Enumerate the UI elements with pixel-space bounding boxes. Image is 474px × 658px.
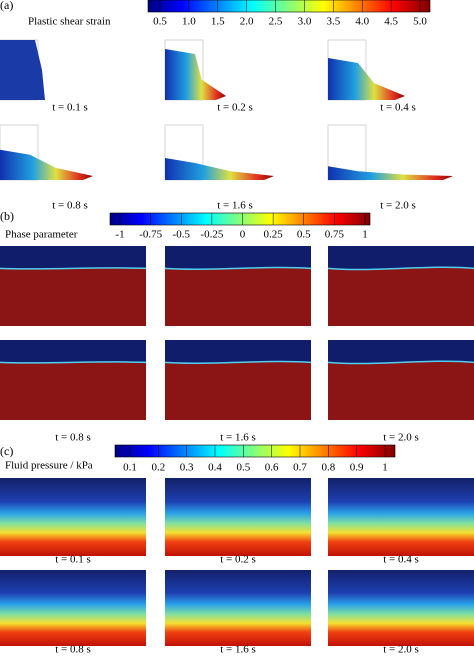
colorbar-tick-label: 1.5 <box>211 16 225 28</box>
colorbar-tick-label: 0.8 <box>321 462 335 474</box>
interface <box>327 266 474 271</box>
flow-mass <box>328 58 405 100</box>
time-label: t = 0.2 s <box>220 554 256 566</box>
interface <box>164 266 312 271</box>
colorbar-tick-label: 4.0 <box>355 16 369 28</box>
colorbar-title: Plastic shear strain <box>28 16 111 28</box>
time-label: t = 0.1 s <box>52 102 88 114</box>
panel-label: (b) <box>0 209 14 223</box>
pressure-field <box>328 570 474 646</box>
colorbar-tick-label: 2.0 <box>240 16 254 28</box>
panel-label: (c) <box>0 444 13 458</box>
time-label: t = 0.8 s <box>55 644 91 656</box>
time-label: t = 0.2 s <box>217 102 253 114</box>
colorbar-tick-label: 0.9 <box>350 462 364 474</box>
flow-mass <box>165 158 274 180</box>
colorbar-tick-label: 1.0 <box>182 16 196 28</box>
colorbar-tick-label: -0.75 <box>139 229 162 241</box>
colorbar <box>114 444 396 458</box>
time-label: t = 0.1 s <box>55 554 91 566</box>
colorbar-title: Phase parameter <box>5 229 78 241</box>
colorbar-tick-label: 0.7 <box>293 462 307 474</box>
colorbar-tick-label: 0.6 <box>265 462 279 474</box>
time-label: t = 2.0 s <box>380 200 416 212</box>
time-label: t = 2.0 s <box>383 644 419 656</box>
colorbar-title: Fluid pressure / kPa <box>5 460 93 472</box>
colorbar-tick-label: 1 <box>362 229 368 241</box>
flow-mass <box>165 49 226 100</box>
pressure-field <box>0 478 146 556</box>
pressure-field <box>0 570 146 646</box>
pressure-field <box>328 478 474 556</box>
colorbar <box>109 212 371 226</box>
flow-mass <box>328 166 453 180</box>
air-phase <box>328 340 474 364</box>
time-label: t = 0.4 s <box>380 102 416 114</box>
time-label: t = 0.8 s <box>52 200 88 212</box>
time-label: t = 0.8 s <box>55 432 91 444</box>
interface <box>0 267 147 270</box>
colorbar-tick-label: 3.5 <box>326 16 340 28</box>
air-phase <box>328 246 474 270</box>
air-phase <box>165 246 311 270</box>
colorbar-tick-label: 3.0 <box>298 16 312 28</box>
colorbar-tick-label: 1 <box>382 462 388 474</box>
colorbar-tick-label: 0.5 <box>297 229 311 241</box>
air-phase <box>0 246 146 269</box>
colorbar-tick-label: 4.5 <box>384 16 398 28</box>
flow-mass <box>0 40 45 100</box>
colorbar-tick-label: 0.3 <box>180 462 194 474</box>
flow-mass <box>0 149 93 180</box>
panel-label: (a) <box>0 0 13 12</box>
time-label: t = 1.6 s <box>217 200 253 212</box>
interface <box>0 361 147 364</box>
time-label: t = 1.6 s <box>220 644 256 656</box>
colorbar-tick-label: 0.2 <box>151 462 165 474</box>
colorbar-tick-label: 0.5 <box>236 462 250 474</box>
colorbar <box>147 0 431 13</box>
interface <box>164 360 312 365</box>
colorbar-tick-label: 0.25 <box>264 229 284 241</box>
colorbar-tick-label: 0.1 <box>123 462 137 474</box>
colorbar-tick-label: 0 <box>240 229 246 241</box>
colorbar-tick-label: -1 <box>115 229 124 241</box>
time-label: t = 2.0 s <box>383 432 419 444</box>
air-phase <box>165 340 311 364</box>
colorbar-tick-label: -0.25 <box>200 229 223 241</box>
pressure-field <box>165 478 311 556</box>
colorbar-tick-label: -0.5 <box>173 229 191 241</box>
colorbar-tick-label: 0.75 <box>325 229 345 241</box>
air-phase <box>0 340 146 363</box>
colorbar-tick-label: 0.5 <box>153 16 167 28</box>
pressure-field <box>165 570 311 646</box>
time-label: t = 1.6 s <box>220 432 256 444</box>
colorbar-tick-label: 0.4 <box>208 462 222 474</box>
colorbar-tick-label: 5.0 <box>413 16 427 28</box>
interface <box>327 360 474 365</box>
colorbar-tick-label: 2.5 <box>269 16 283 28</box>
time-label: t = 0.4 s <box>383 554 419 566</box>
